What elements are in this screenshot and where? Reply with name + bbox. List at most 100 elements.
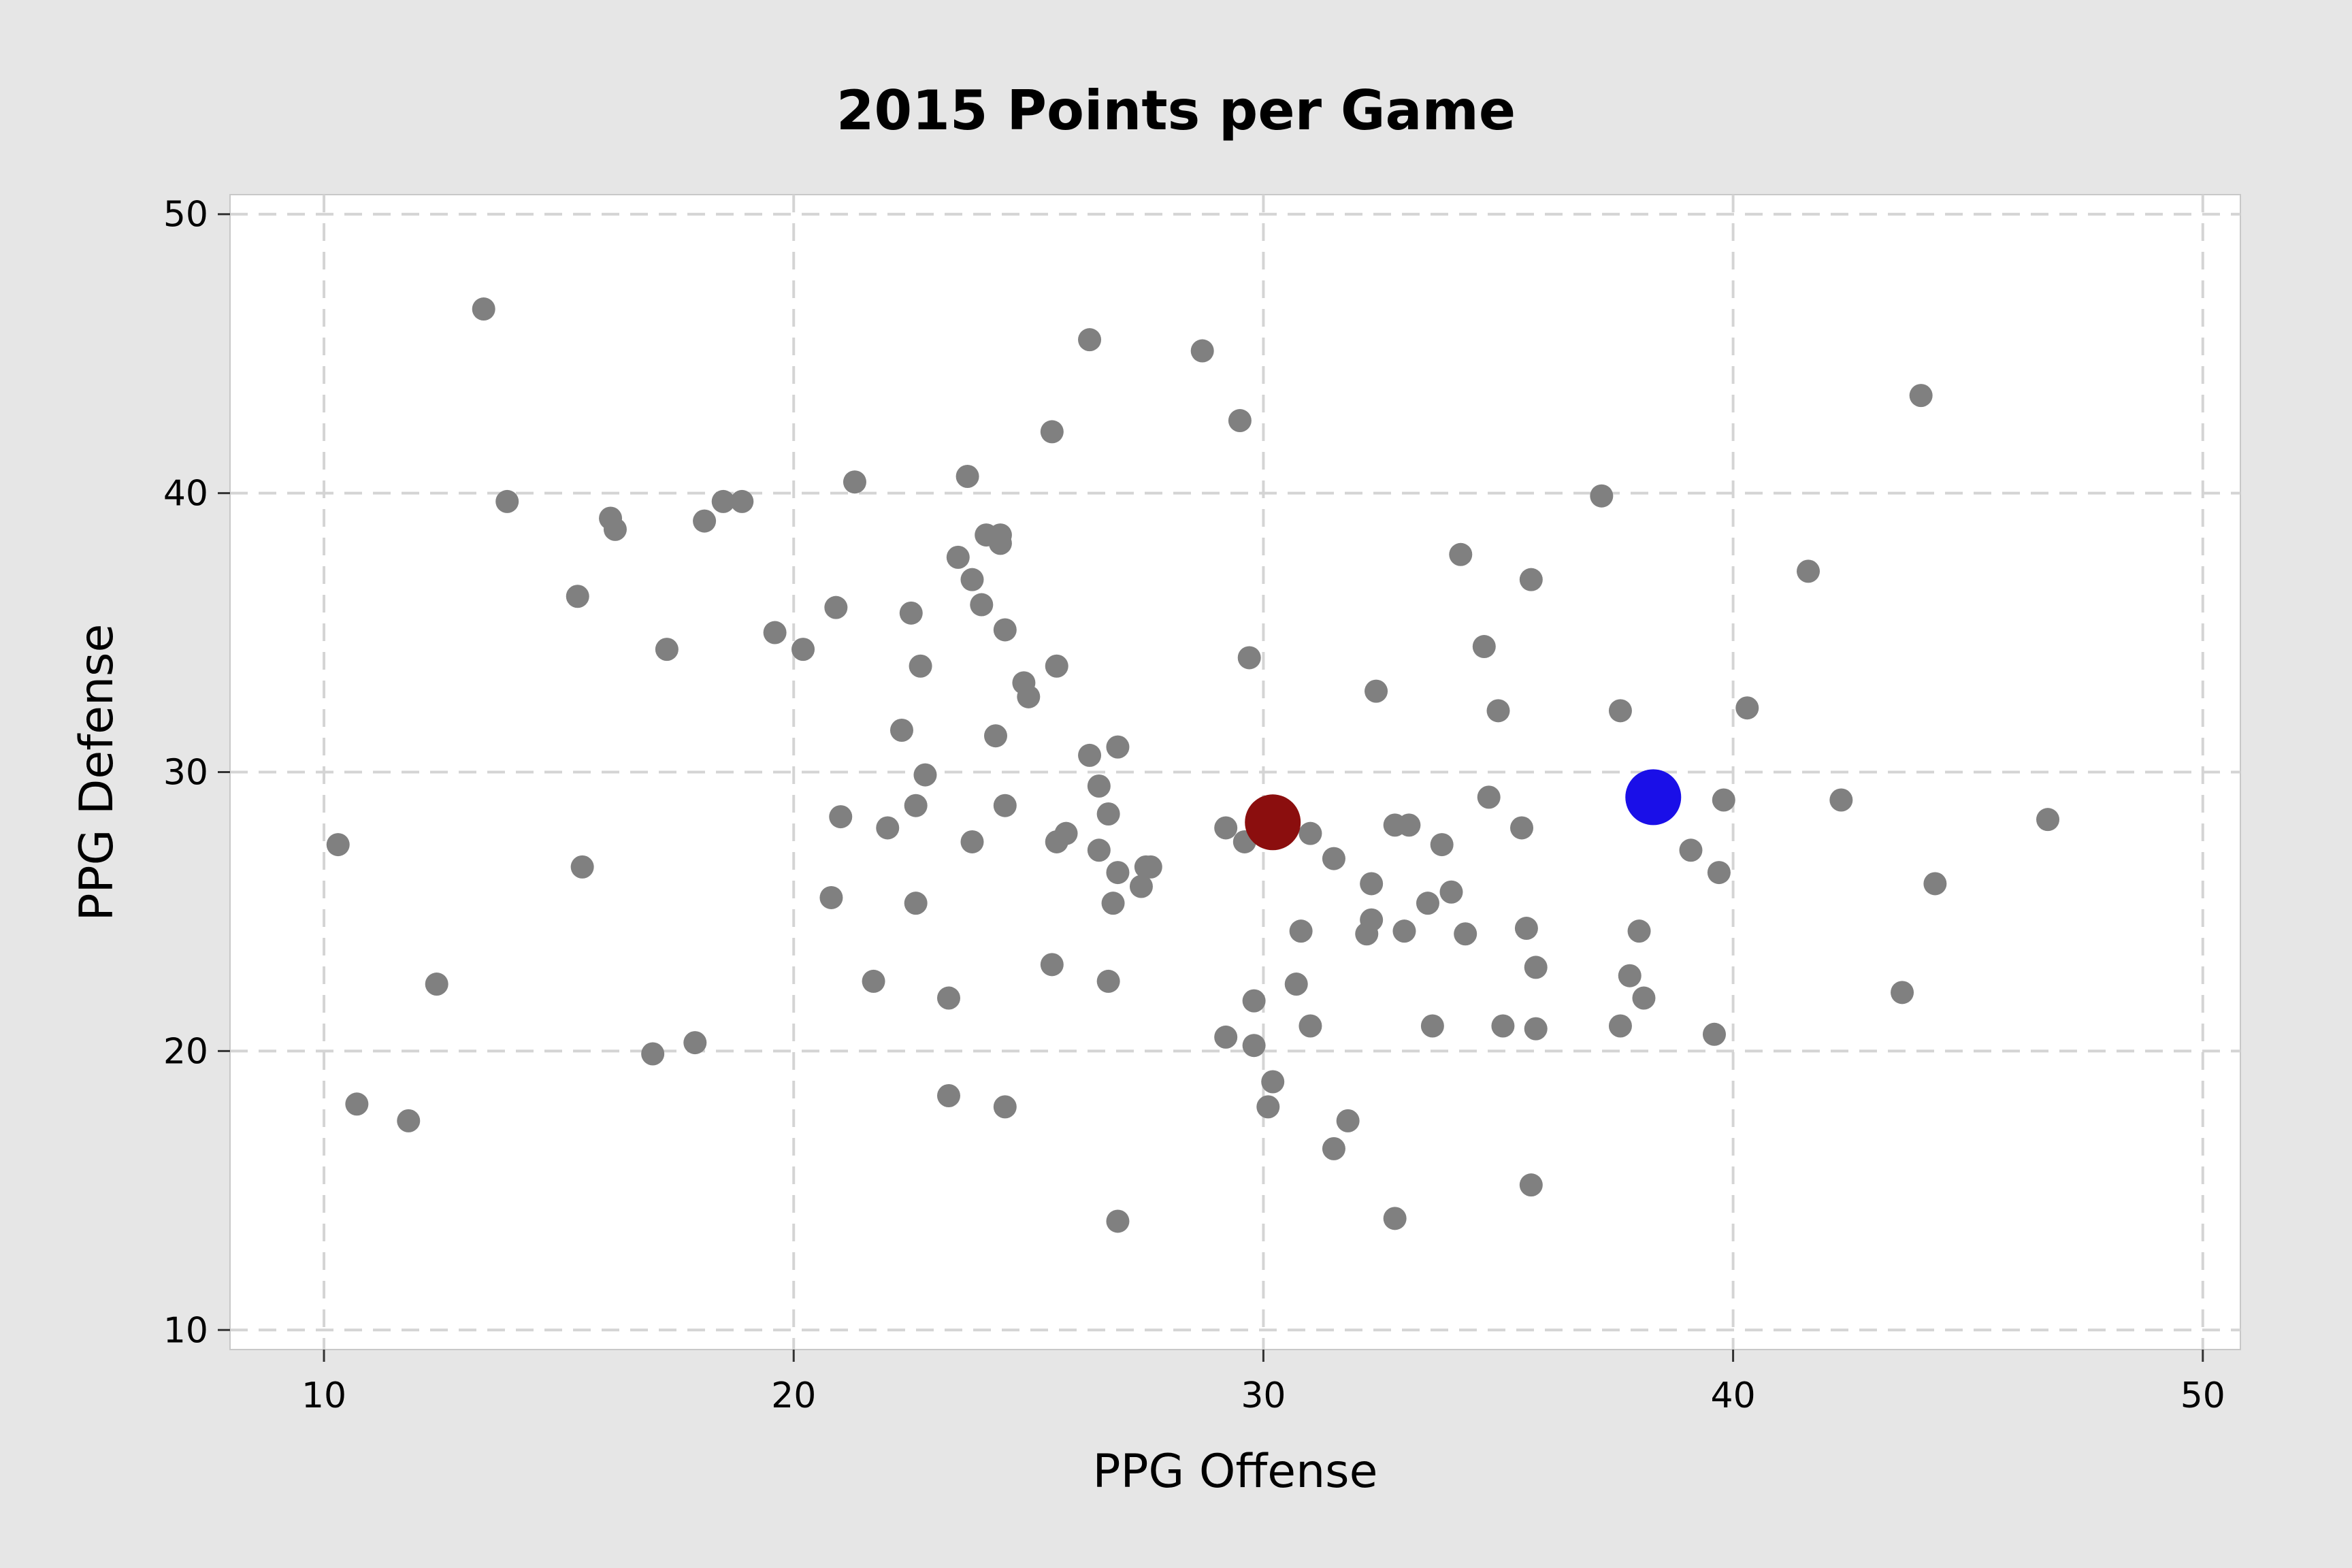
data-point <box>1336 1109 1360 1132</box>
data-point <box>693 509 717 533</box>
data-point <box>862 969 885 993</box>
data-point <box>1449 542 1473 566</box>
data-point <box>984 724 1008 748</box>
y-axis-label: PPG Defense <box>70 624 124 921</box>
data-point <box>2036 808 2060 832</box>
data-point <box>1078 743 1102 767</box>
data-point <box>1242 989 1266 1013</box>
data-point <box>1524 1017 1548 1041</box>
data-point <box>993 794 1017 817</box>
data-point <box>683 1031 707 1055</box>
data-point <box>988 532 1012 555</box>
y-tick-label: 20 <box>163 1031 208 1072</box>
data-point <box>1519 1173 1543 1197</box>
data-point <box>1214 1025 1238 1049</box>
data-point <box>1383 1207 1407 1230</box>
data-point <box>1420 1014 1444 1038</box>
data-point <box>345 1092 369 1116</box>
data-point <box>1087 838 1111 862</box>
gridlines <box>230 195 2240 1350</box>
data-point <box>1797 559 1820 583</box>
data-point <box>730 489 754 513</box>
data-point <box>1608 1014 1632 1038</box>
data-point <box>655 638 679 662</box>
data-point <box>993 1095 1017 1119</box>
data-point <box>1618 964 1642 987</box>
data-point <box>1392 919 1416 943</box>
data-point <box>956 465 979 489</box>
data-point <box>876 816 900 840</box>
data-point <box>1190 339 1214 363</box>
data-point <box>1261 1070 1285 1094</box>
data-point <box>1514 917 1538 941</box>
data-point <box>904 892 928 915</box>
data-point <box>843 470 866 494</box>
data-point <box>993 618 1017 642</box>
data-point <box>889 719 913 742</box>
data-point <box>1096 969 1120 993</box>
data-point <box>819 885 843 909</box>
data-point <box>1524 956 1548 979</box>
data-point <box>1087 774 1111 798</box>
data-point <box>936 1083 960 1107</box>
data-point <box>1735 696 1759 720</box>
y-tick-label: 30 <box>163 753 208 794</box>
data-point <box>1289 919 1313 943</box>
data-point <box>1298 1014 1322 1038</box>
y-tick-label: 50 <box>163 195 208 235</box>
data-point <box>495 489 519 513</box>
data-point <box>1045 654 1068 678</box>
data-point <box>1627 919 1651 943</box>
data-point <box>1477 785 1501 809</box>
data-point <box>1608 699 1632 723</box>
data-point <box>936 986 960 1010</box>
data-point <box>1101 892 1125 915</box>
data-point <box>570 855 594 879</box>
data-point <box>425 973 448 996</box>
data-point <box>1228 409 1252 433</box>
data-point <box>1096 802 1120 826</box>
data-points <box>326 297 2060 1233</box>
x-tick-label: 40 <box>1711 1375 1756 1416</box>
data-point <box>763 621 787 644</box>
data-point <box>1242 1034 1266 1058</box>
data-point <box>1707 861 1731 885</box>
data-point <box>1519 568 1543 591</box>
data-point <box>1298 821 1322 845</box>
data-point <box>1486 699 1510 723</box>
data-point <box>1439 880 1463 904</box>
data-point <box>1365 679 1388 703</box>
data-point <box>1106 735 1130 759</box>
data-point <box>566 585 589 608</box>
data-point <box>1397 813 1421 837</box>
data-point <box>1891 981 1914 1004</box>
data-point <box>1510 816 1534 840</box>
data-point <box>1355 922 1379 946</box>
data-point <box>1237 646 1261 670</box>
y-tick-label: 40 <box>163 474 208 514</box>
data-point <box>1106 861 1130 885</box>
data-point <box>1139 855 1162 879</box>
y-tick-label: 10 <box>163 1310 208 1351</box>
axes: 10 20 30 40 50 10 20 30 40 50 <box>163 195 2225 1416</box>
data-point <box>1214 816 1238 840</box>
data-point <box>1017 685 1041 708</box>
data-point <box>1632 986 1656 1010</box>
data-point <box>946 545 970 569</box>
data-point <box>791 638 815 662</box>
data-point <box>829 805 853 829</box>
data-point <box>1040 420 1064 444</box>
highlight-point-blue <box>1625 769 1682 826</box>
data-point <box>1322 1137 1345 1160</box>
data-point <box>1909 384 1933 408</box>
data-point <box>1679 838 1703 862</box>
data-point <box>1360 872 1384 896</box>
data-point <box>397 1109 421 1132</box>
data-point <box>603 517 627 541</box>
data-point <box>1284 973 1308 996</box>
data-point <box>1454 922 1477 946</box>
data-point <box>1054 821 1078 845</box>
data-point <box>641 1042 665 1066</box>
data-point <box>1416 892 1439 915</box>
